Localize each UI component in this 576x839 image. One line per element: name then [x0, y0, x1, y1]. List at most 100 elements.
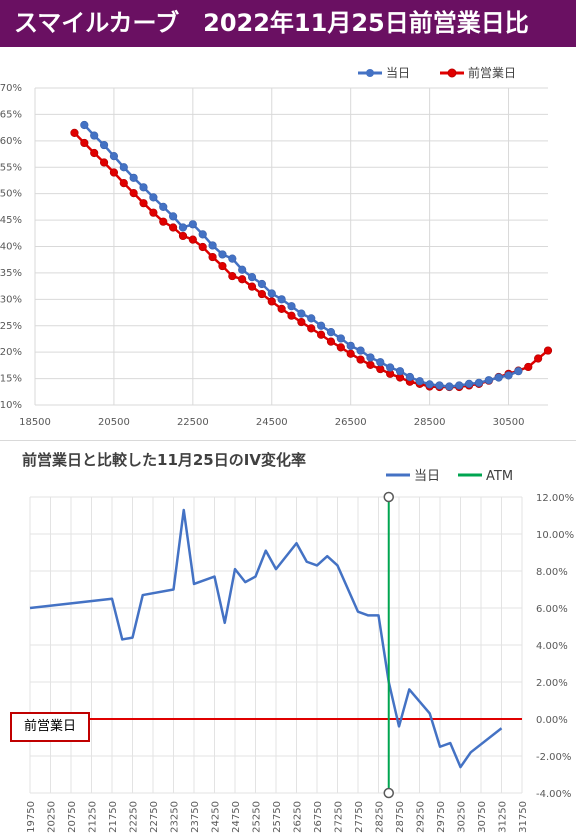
y-tick-label: 4.00% [536, 641, 568, 652]
data-point [415, 377, 424, 386]
data-point [455, 381, 464, 390]
y-tick-label: 10.00% [536, 530, 574, 541]
x-tick-label: 28750 [395, 801, 406, 833]
x-tick-label: 22750 [149, 801, 160, 833]
data-point [129, 189, 138, 198]
data-point [228, 271, 237, 281]
chart2-title: 前営業日と比較した11月25日のIV変化率 [22, 451, 306, 469]
data-point [178, 231, 188, 241]
data-point [198, 242, 207, 252]
x-tick-label: 25250 [252, 801, 263, 833]
data-point [504, 371, 513, 380]
y-tick-label: 20% [0, 347, 22, 358]
data-point [326, 337, 336, 346]
series-line-today [83, 124, 519, 388]
data-point [90, 131, 99, 140]
data-point [277, 304, 286, 313]
x-tick-label: 31750 [518, 801, 529, 833]
data-point [386, 363, 395, 372]
previous-day-label: 前営業日 [23, 719, 76, 734]
chart1-legend[interactable]: 当日 前営業日 [358, 65, 516, 80]
data-point [484, 376, 493, 385]
data-point [159, 217, 168, 226]
x-tick-label: 27250 [334, 801, 345, 833]
smile-curve-chart: 10%15%20%25%30%35%40%45%50%55%60%65%70% … [0, 65, 553, 428]
data-point [366, 360, 375, 369]
chart2-legend[interactable]: 当日 ATM [386, 469, 513, 484]
legend-label-today: 当日 [414, 469, 440, 484]
data-point [267, 289, 276, 298]
data-point [316, 321, 326, 330]
data-point [376, 364, 385, 374]
data-point [297, 317, 306, 327]
legend-dot-today [366, 69, 374, 77]
x-tick-label: 18500 [19, 417, 51, 428]
data-point [425, 380, 434, 389]
chart1-x-axis: 18500 20500 22500 24500 26500 28500 30500 [19, 417, 524, 428]
y-tick-label: 25% [0, 321, 22, 332]
data-point [395, 367, 405, 376]
data-point [307, 324, 316, 333]
x-tick-label: 19750 [26, 801, 37, 833]
x-tick-label: 20750 [67, 801, 78, 833]
data-point [208, 252, 217, 262]
data-point [464, 379, 474, 388]
data-point [257, 289, 267, 299]
y-tick-label: 12.00% [536, 493, 574, 504]
data-point [99, 158, 109, 167]
data-point [90, 148, 99, 158]
data-point [169, 223, 178, 232]
data-point [366, 353, 375, 362]
data-point [218, 261, 227, 271]
data-point [238, 275, 247, 284]
data-point [435, 381, 444, 390]
y-tick-label: 15% [0, 374, 22, 385]
data-point [534, 354, 543, 363]
data-point [159, 202, 168, 211]
data-point [277, 295, 286, 304]
data-point [376, 358, 385, 367]
x-tick-label: 27750 [354, 801, 365, 833]
data-point [149, 208, 158, 217]
data-point [287, 311, 296, 320]
data-point [139, 199, 148, 208]
data-point [228, 254, 237, 263]
x-tick-label: 29750 [436, 801, 447, 833]
x-tick-label: 24500 [256, 417, 288, 428]
y-tick-label: 8.00% [536, 567, 568, 578]
data-point [99, 140, 109, 150]
x-tick-label: 28500 [414, 417, 446, 428]
data-point [287, 302, 296, 311]
data-point [474, 378, 484, 387]
data-point [346, 349, 355, 358]
x-tick-label: 30500 [493, 417, 525, 428]
data-point [514, 367, 523, 376]
x-tick-label: 22500 [177, 417, 209, 428]
data-point [543, 346, 553, 355]
x-tick-label: 23750 [190, 801, 201, 833]
x-tick-label: 23250 [170, 801, 181, 833]
y-tick-label: 50% [0, 189, 22, 200]
y-tick-label: -2.00% [536, 752, 571, 763]
y-tick-label: 45% [0, 215, 22, 226]
x-tick-label: 24250 [211, 801, 222, 833]
y-tick-label: 0.00% [536, 715, 568, 726]
data-point [316, 330, 326, 339]
x-tick-label: 29250 [416, 801, 427, 833]
x-tick-label: 30250 [457, 801, 468, 833]
legend-label-atm: ATM [486, 469, 513, 484]
y-tick-label: 10% [0, 400, 22, 411]
data-point [149, 193, 158, 202]
data-point [356, 355, 365, 364]
page-title: スマイルカーブ 2022年11月25日前営業日比 [14, 9, 529, 37]
iv-change-chart: 前営業日と比較した11月25日のIV変化率 -4.00% -2.00% 0.00% 2… [22, 451, 574, 833]
data-point [188, 235, 197, 244]
atm-top-handle [383, 491, 394, 503]
data-point [80, 120, 89, 130]
chart1-grid [34, 87, 548, 406]
data-point [445, 382, 454, 391]
data-point [169, 212, 178, 221]
chart2-x-axis: 19750 20250 20750 21250 21750 22250 22750 23250… [26, 801, 529, 833]
x-tick-label: 21250 [88, 801, 99, 833]
data-point [119, 179, 128, 188]
